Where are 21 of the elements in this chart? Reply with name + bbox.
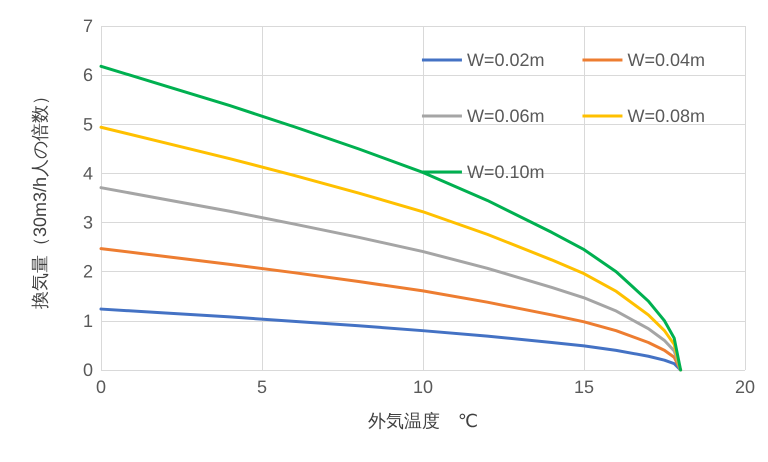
legend-label: W=0.02m <box>466 50 544 70</box>
x-tick-label: 20 <box>734 377 756 397</box>
x-tick-label: 15 <box>574 377 594 397</box>
y-tick-label: 4 <box>82 163 93 184</box>
x-tick-label: 0 <box>96 377 106 397</box>
legend-label: W=0.08m <box>627 106 706 126</box>
x-tick-label: 10 <box>412 377 434 397</box>
y-axis-title: 換気量（30m3/h人の倍数） <box>30 86 50 310</box>
y-tick-label: 5 <box>82 114 93 134</box>
y-tick-label: 2 <box>82 262 93 282</box>
y-tick-label: 1 <box>82 310 93 331</box>
x-tick-label: 5 <box>256 377 268 397</box>
legend-label: W=0.10m <box>466 162 544 182</box>
y-tick-label: 7 <box>82 16 93 36</box>
legend-label: W=0.06m <box>466 106 544 126</box>
x-axis-title: 外気温度 ℃ <box>368 411 478 431</box>
legend-label: W=0.04m <box>627 50 706 70</box>
line-series <box>100 308 682 372</box>
y-tick-label: 6 <box>82 65 93 86</box>
y-tick-label: 3 <box>82 212 93 233</box>
y-tick-label: 0 <box>82 360 93 380</box>
